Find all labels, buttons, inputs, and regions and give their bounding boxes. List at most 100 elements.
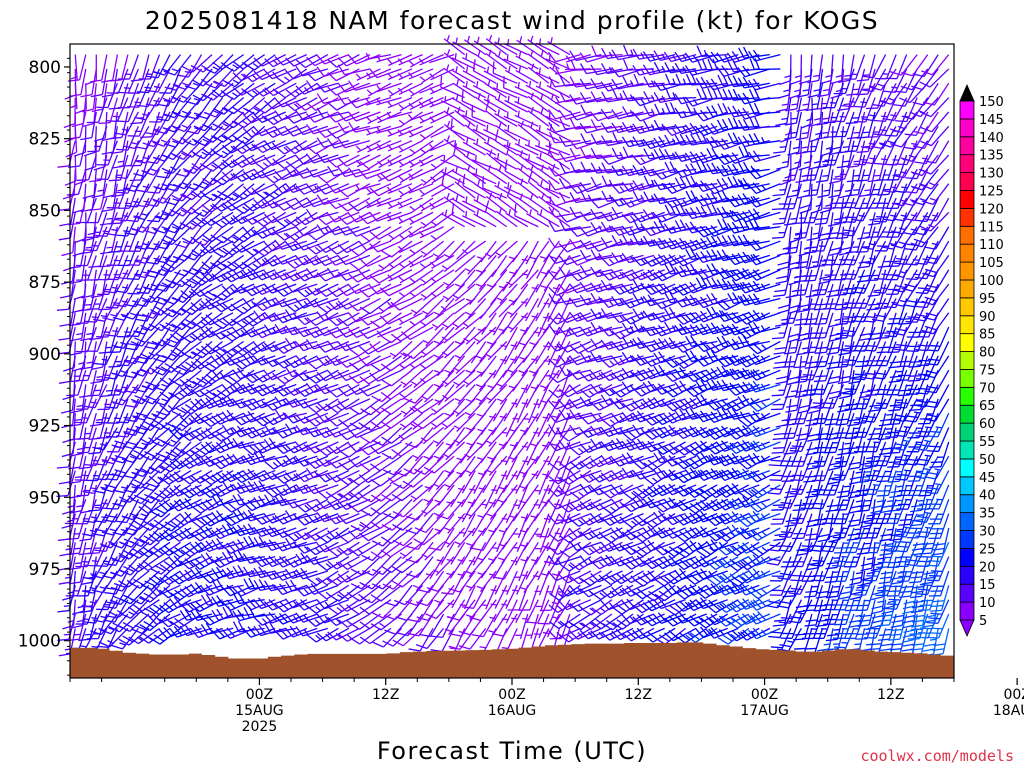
colorbar-segment bbox=[959, 154, 975, 173]
wind-barb bbox=[93, 298, 118, 322]
wind-barb bbox=[163, 211, 192, 234]
wind-barb bbox=[80, 111, 97, 141]
wind-barb bbox=[96, 355, 118, 381]
wind-barb bbox=[148, 613, 181, 625]
plot-area bbox=[56, 34, 955, 679]
wind-barb bbox=[118, 613, 150, 633]
colorbar-segment bbox=[959, 565, 975, 585]
wind-barb bbox=[65, 126, 78, 158]
wind-barb bbox=[68, 456, 87, 484]
wind-barb bbox=[131, 211, 160, 234]
x-tick-label: 00Z bbox=[246, 687, 273, 703]
wind-barb bbox=[66, 513, 87, 540]
wind-barb bbox=[121, 441, 150, 464]
wind-barb bbox=[90, 269, 108, 299]
wind-barb bbox=[123, 470, 150, 494]
wind-barb bbox=[121, 498, 150, 521]
wind-barb bbox=[151, 326, 181, 347]
wind-barb bbox=[114, 255, 139, 280]
wind-barb bbox=[161, 441, 192, 462]
colorbar-segment bbox=[959, 369, 975, 388]
colorbar-label: 30 bbox=[979, 525, 996, 540]
wind-barb bbox=[96, 154, 118, 180]
colorbar-label: 5 bbox=[979, 614, 987, 629]
wind-barb bbox=[105, 97, 129, 123]
wind-barb bbox=[61, 226, 76, 257]
colorbar-segment bbox=[959, 512, 975, 531]
wind-barb bbox=[84, 140, 97, 172]
colorbar-segment bbox=[959, 279, 975, 299]
wind-barb bbox=[117, 83, 140, 109]
y-tick-label: 825 bbox=[29, 130, 61, 150]
wind-barb bbox=[152, 125, 181, 147]
y-tick-label: 925 bbox=[29, 417, 61, 437]
wind-barb bbox=[106, 240, 129, 266]
wind-barb bbox=[133, 312, 160, 335]
wind-barb bbox=[163, 54, 192, 76]
colorbar-label: 95 bbox=[979, 292, 996, 307]
colorbar-label: 85 bbox=[979, 328, 996, 343]
colorbar-label: 120 bbox=[979, 202, 1004, 217]
colorbar-label: 70 bbox=[979, 381, 996, 396]
wind-barbs bbox=[56, 34, 950, 657]
y-tick-label: 875 bbox=[29, 273, 61, 293]
wind-barb bbox=[139, 513, 171, 531]
wind-barb bbox=[148, 570, 181, 586]
wind-barb bbox=[145, 240, 171, 265]
wind-barb bbox=[159, 383, 192, 400]
wind-barb bbox=[98, 97, 118, 125]
wind-barb bbox=[134, 169, 161, 193]
colorbar-segment bbox=[959, 100, 975, 120]
wind-barb bbox=[81, 269, 97, 299]
wind-barb bbox=[76, 154, 97, 182]
colorbar-segment bbox=[959, 172, 975, 191]
colorbar-under-arrow bbox=[959, 619, 975, 637]
wind-barb bbox=[109, 197, 129, 225]
wind-barb bbox=[59, 197, 76, 227]
colorbar: 5 10 15 20 25 30 35 40 45 50 55 60 65 70 75 80 85 90 95 100… bbox=[959, 84, 1004, 637]
wind-barb bbox=[69, 68, 87, 98]
wind-barb bbox=[89, 398, 108, 427]
x-axis: 00Z15AUG202512Z00Z16AUG12Z00Z17AUG12Z00Z… bbox=[69, 678, 1024, 735]
wind-barb bbox=[131, 455, 160, 478]
colorbar-segment bbox=[959, 404, 975, 424]
wind-barb bbox=[92, 427, 118, 451]
wind-barb bbox=[74, 155, 87, 186]
wind-barb bbox=[76, 255, 97, 281]
wind-barb bbox=[102, 169, 119, 199]
wind-barb bbox=[108, 154, 129, 182]
wind-barb bbox=[88, 183, 108, 211]
colorbar-label: 60 bbox=[979, 417, 996, 432]
wind-barb bbox=[84, 298, 108, 323]
wind-barb bbox=[93, 498, 118, 523]
wind-barb bbox=[82, 556, 108, 580]
colorbar-label: 110 bbox=[979, 238, 1004, 253]
wind-barb bbox=[107, 369, 129, 396]
wind-barb bbox=[74, 212, 87, 244]
wind-barb bbox=[76, 355, 97, 382]
y-tick-label: 1000 bbox=[18, 632, 61, 652]
wind-barb bbox=[66, 369, 87, 397]
wind-barb bbox=[70, 255, 87, 284]
wind-barb bbox=[155, 226, 182, 250]
wind-barb bbox=[106, 68, 129, 94]
wind-barb bbox=[161, 226, 192, 246]
wind-barb bbox=[127, 269, 150, 295]
colorbar-label: 130 bbox=[979, 167, 1004, 182]
y-axis: 800 825 850 875 900 925 950 975 1000 bbox=[18, 57, 70, 676]
wind-barb bbox=[101, 126, 118, 155]
colorbar-label: 115 bbox=[979, 220, 1004, 235]
wind-barb bbox=[68, 542, 87, 571]
wind-barb bbox=[70, 312, 87, 342]
wind-barb bbox=[144, 326, 171, 350]
wind-barb bbox=[140, 484, 171, 504]
wind-barb bbox=[161, 312, 192, 332]
wind-barb bbox=[76, 470, 97, 497]
wind-barb bbox=[139, 584, 171, 603]
wind-barb bbox=[76, 384, 97, 410]
x-tick-label: 18AUG bbox=[993, 703, 1024, 719]
wind-barb bbox=[103, 585, 129, 609]
y-tick-label: 975 bbox=[29, 560, 61, 580]
colorbar-label: 105 bbox=[979, 256, 1004, 271]
wind-barb bbox=[94, 341, 118, 366]
